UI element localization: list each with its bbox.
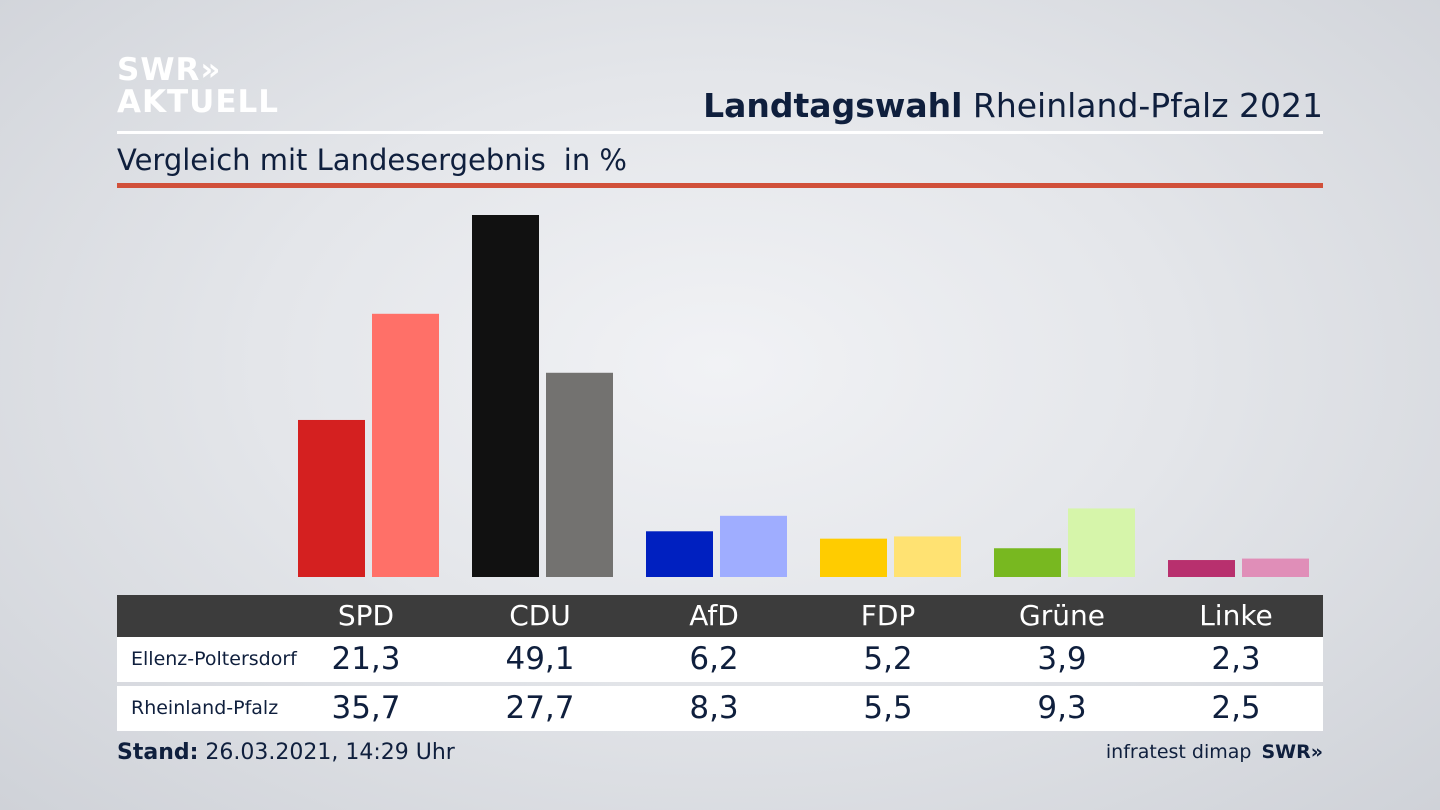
source-credit: infratest dimap SWR» [1106, 741, 1323, 763]
header-cell: Grüne [1019, 599, 1105, 632]
bar-fdp-series-2 [894, 536, 961, 577]
page-title: Landtagswahl Rheinland-Pfalz 2021 [703, 86, 1323, 125]
bar-cdu-series-1 [472, 215, 539, 577]
timestamp: Stand: 26.03.2021, 14:29 Uhr [117, 740, 455, 765]
bar-chart [298, 215, 1309, 577]
swr-footer-logo: SWR» [1261, 741, 1323, 763]
bar-cdu-series-2 [546, 372, 613, 577]
row-label: Ellenz-Poltersdorf [131, 648, 297, 670]
header-cell: FDP [860, 599, 916, 632]
logo-line-1: SWR» [117, 52, 222, 88]
header-cell: AfD [689, 599, 739, 632]
table-cell: 5,2 [863, 641, 913, 677]
table-cell: 3,9 [1037, 641, 1087, 677]
header-cell: Linke [1199, 599, 1273, 632]
accent-divider [117, 183, 1323, 188]
bar-afd-series-1 [646, 531, 713, 577]
logo-line-2: AKTUELL [117, 84, 280, 120]
source-text: infratest dimap [1105, 741, 1252, 763]
header-cell: SPD [337, 599, 395, 632]
bar-linke-series-1 [1168, 560, 1235, 577]
table-cell: 2,5 [1211, 690, 1261, 726]
bar-spd-series-2 [372, 313, 439, 577]
bar-spd-series-1 [298, 419, 365, 577]
bar-fdp-series-1 [820, 538, 887, 577]
bar-grne-series-2 [1068, 508, 1135, 577]
title-bold: Landtagswahl [703, 86, 963, 125]
swr-aktuell-logo: SWR» AKTUELL [117, 54, 279, 118]
header-divider [117, 131, 1323, 134]
table-cell: 21,3 [331, 641, 401, 677]
table-cell: 35,7 [331, 690, 401, 726]
row-label: Rheinland-Pfalz [131, 697, 279, 719]
table-cell: 6,2 [689, 641, 739, 677]
table-row: Rheinland-Pfalz 35,7 27,7 8,3 5,5 9,3 2,… [117, 686, 1323, 731]
chart-subtitle: Vergleich mit Landesergebnis in % [117, 143, 627, 177]
table-cell: 49,1 [505, 641, 575, 677]
bar-linke-series-2 [1242, 558, 1309, 577]
header-cell: CDU [509, 599, 571, 632]
table-cell: 9,3 [1037, 690, 1087, 726]
table-cell: 27,7 [505, 690, 575, 726]
title-rest: Rheinland-Pfalz 2021 [972, 86, 1323, 125]
stand-label: Stand: [117, 740, 199, 765]
subtitle-unit: in % [563, 143, 627, 177]
table-row: Ellenz-Poltersdorf 21,3 49,1 6,2 5,2 3,9… [117, 637, 1323, 682]
table-cell: 5,5 [863, 690, 913, 726]
bar-grne-series-1 [994, 548, 1061, 577]
stand-value: 26.03.2021, 14:29 Uhr [205, 740, 455, 765]
table-header-row: SPD CDU AfD FDP Grüne Linke [117, 595, 1323, 637]
subtitle-text: Vergleich mit Landesergebnis [117, 143, 546, 177]
table-cell: 2,3 [1211, 641, 1261, 677]
table-cell: 8,3 [689, 690, 739, 726]
bar-afd-series-2 [720, 515, 787, 577]
